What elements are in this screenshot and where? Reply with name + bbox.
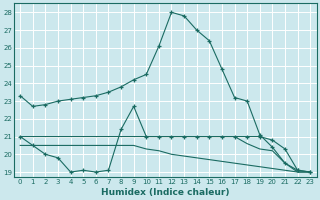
X-axis label: Humidex (Indice chaleur): Humidex (Indice chaleur) [101,188,229,197]
